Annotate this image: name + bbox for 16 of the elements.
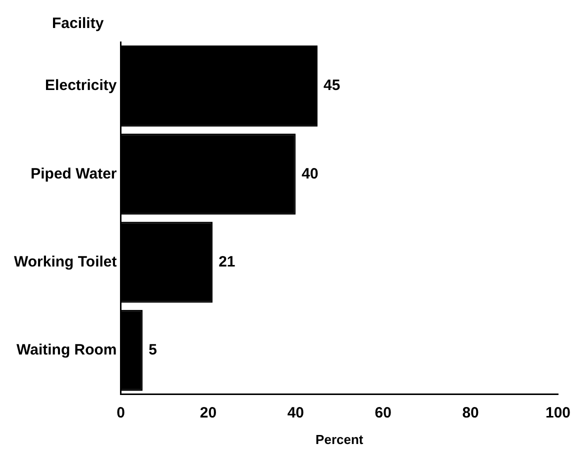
x-tick-label: 100 [545, 404, 571, 422]
y-tick-label: Waiting Room [16, 341, 117, 358]
x-axis-title: Percent [316, 432, 364, 447]
data-label: 21 [218, 253, 236, 270]
y-axis-title: Facility [52, 15, 104, 32]
x-tick-label: 60 [374, 404, 392, 422]
data-label: 40 [302, 165, 318, 182]
y-tick-label: Electricity [45, 77, 118, 94]
x-tick-label: 80 [462, 404, 479, 422]
x-tick-label: 40 [287, 404, 304, 422]
x-tick-label: 0 [116, 404, 125, 422]
data-label: 5 [148, 341, 157, 358]
y-tick-label: Working Toilet [14, 253, 117, 270]
y-tick-label: Piped Water [30, 165, 117, 182]
x-tick-label: 20 [200, 404, 217, 422]
data-label: 45 [324, 77, 340, 94]
